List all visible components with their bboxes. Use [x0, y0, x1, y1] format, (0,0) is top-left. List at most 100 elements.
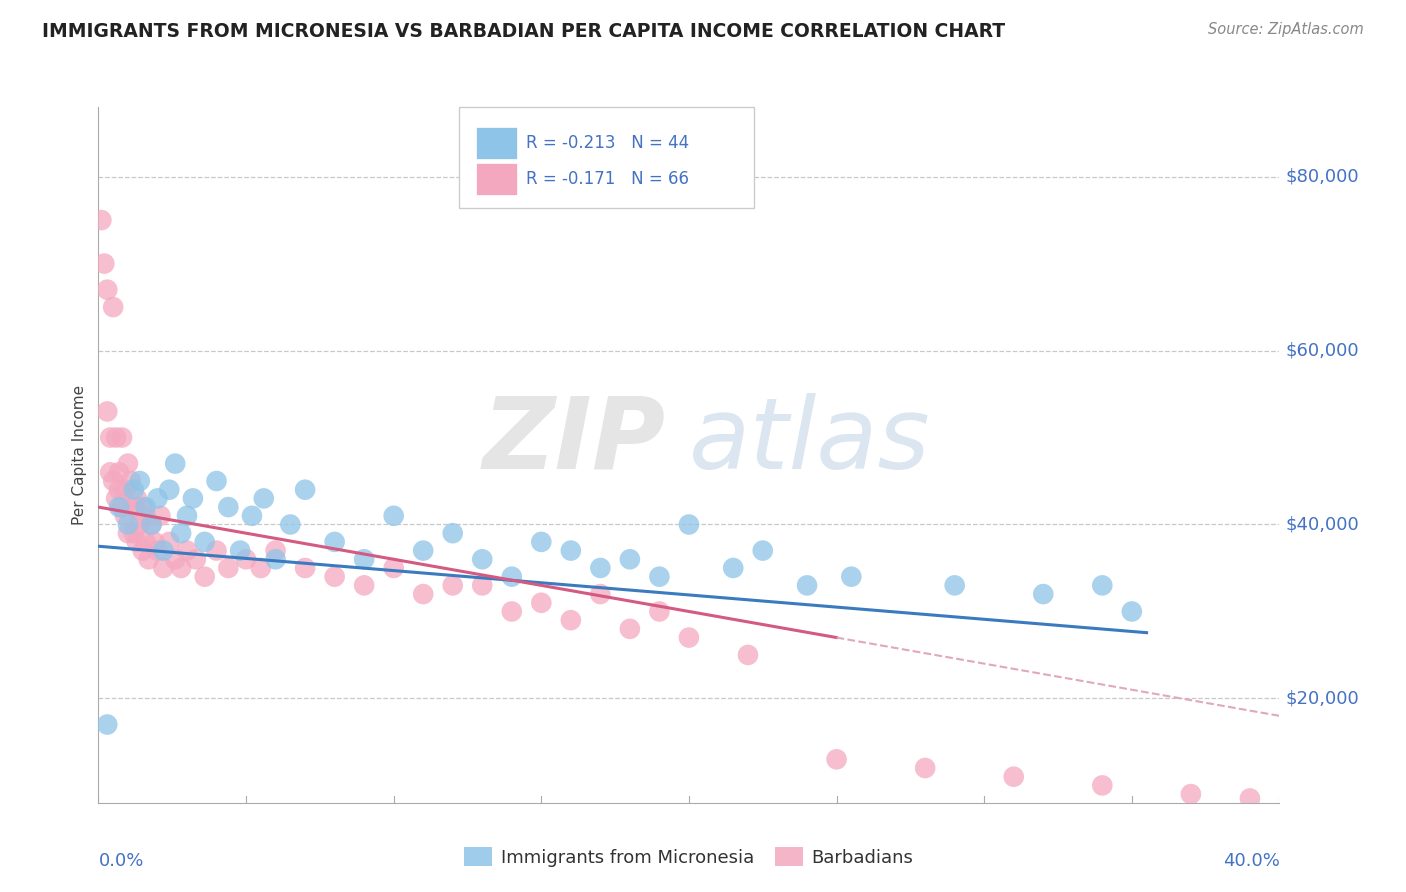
Text: R = -0.171   N = 66: R = -0.171 N = 66 — [526, 169, 689, 187]
Point — [128, 474, 150, 488]
Point — [128, 517, 150, 532]
Text: $40,000: $40,000 — [1285, 516, 1360, 533]
Point — [1180, 787, 1202, 801]
Text: R = -0.213   N = 44: R = -0.213 N = 44 — [526, 134, 689, 152]
Point — [1032, 587, 1054, 601]
Point — [721, 561, 744, 575]
Point — [117, 526, 139, 541]
Text: 0.0%: 0.0% — [98, 852, 143, 870]
Point — [194, 570, 217, 584]
Point — [294, 483, 316, 497]
Text: atlas: atlas — [689, 392, 931, 490]
Point — [143, 534, 166, 549]
Point — [135, 508, 157, 523]
Point — [678, 517, 700, 532]
Point — [217, 500, 239, 514]
Text: $20,000: $20,000 — [1285, 690, 1360, 707]
Point — [132, 543, 155, 558]
Point — [114, 508, 136, 523]
Point — [796, 578, 818, 592]
Point — [152, 543, 174, 558]
Point — [111, 500, 134, 514]
Point — [412, 543, 434, 558]
Point — [501, 570, 523, 584]
Point — [103, 300, 125, 314]
Point — [149, 508, 172, 523]
Point — [205, 474, 228, 488]
Point — [141, 517, 163, 532]
Point — [501, 605, 523, 619]
Point — [914, 761, 936, 775]
Point — [176, 543, 198, 558]
Point — [323, 570, 346, 584]
Point — [589, 561, 612, 575]
Point — [108, 483, 131, 497]
Point — [125, 491, 148, 506]
Point — [441, 578, 464, 592]
Point — [165, 457, 187, 471]
Point — [382, 508, 405, 523]
Point — [111, 431, 134, 445]
Point — [471, 578, 494, 592]
Point — [152, 561, 174, 575]
Point — [122, 500, 145, 514]
Point — [278, 517, 302, 532]
Point — [382, 561, 405, 575]
Point — [839, 570, 862, 584]
Point — [250, 561, 273, 575]
Point — [353, 578, 375, 592]
Point — [1239, 791, 1261, 805]
Point — [98, 466, 121, 480]
Point — [240, 508, 263, 523]
Text: ZIP: ZIP — [482, 392, 665, 490]
Point — [1002, 770, 1025, 784]
Point — [122, 483, 145, 497]
Point — [184, 552, 207, 566]
Point — [96, 283, 118, 297]
Point — [132, 500, 155, 514]
Y-axis label: Per Capita Income: Per Capita Income — [72, 384, 87, 525]
FancyBboxPatch shape — [477, 162, 516, 194]
Point — [157, 483, 180, 497]
Point — [96, 404, 118, 418]
Point — [648, 570, 671, 584]
Point — [125, 534, 148, 549]
Point — [353, 552, 375, 566]
Point — [157, 534, 180, 549]
Point — [105, 431, 128, 445]
Text: Source: ZipAtlas.com: Source: ZipAtlas.com — [1208, 22, 1364, 37]
Point — [103, 474, 125, 488]
Text: IMMIGRANTS FROM MICRONESIA VS BARBADIAN PER CAPITA INCOME CORRELATION CHART: IMMIGRANTS FROM MICRONESIA VS BARBADIAN … — [42, 22, 1005, 41]
Point — [170, 561, 193, 575]
Point — [114, 483, 136, 497]
Point — [135, 534, 157, 549]
Text: 40.0%: 40.0% — [1223, 852, 1279, 870]
Point — [943, 578, 966, 592]
Point — [96, 717, 118, 731]
Legend: Immigrants from Micronesia, Barbadians: Immigrants from Micronesia, Barbadians — [457, 840, 921, 874]
Point — [619, 552, 641, 566]
Point — [217, 561, 239, 575]
Point — [122, 526, 145, 541]
Point — [678, 631, 700, 645]
Point — [90, 213, 112, 227]
Point — [1091, 578, 1114, 592]
Point — [264, 543, 287, 558]
FancyBboxPatch shape — [458, 107, 754, 208]
Point — [412, 587, 434, 601]
Point — [120, 474, 142, 488]
Point — [441, 526, 464, 541]
Point — [181, 491, 204, 506]
Point — [146, 491, 169, 506]
Point — [170, 526, 193, 541]
Point — [751, 543, 773, 558]
Point — [205, 543, 228, 558]
Point — [117, 517, 139, 532]
Point — [589, 587, 612, 601]
Text: $80,000: $80,000 — [1285, 168, 1360, 186]
Point — [253, 491, 276, 506]
Point — [1121, 605, 1143, 619]
Point — [1091, 778, 1114, 793]
Point — [117, 457, 139, 471]
Point — [619, 622, 641, 636]
